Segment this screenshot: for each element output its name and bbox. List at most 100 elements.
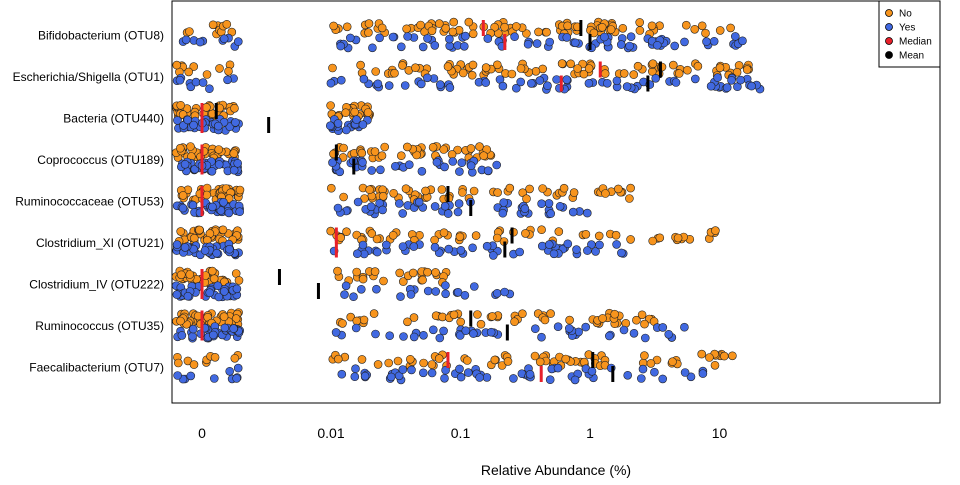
data-point: [178, 203, 188, 213]
data-point: [638, 364, 648, 374]
data-point: [559, 183, 569, 193]
data-point: [488, 251, 498, 260]
data-point: [222, 19, 232, 29]
data-point: [177, 270, 186, 280]
data-point: [421, 186, 430, 196]
data-point: [492, 60, 502, 70]
data-point: [629, 328, 639, 338]
data-point: [640, 351, 649, 360]
data-point: [553, 363, 563, 373]
data-point: [680, 37, 689, 47]
data-point: [326, 183, 336, 193]
data-point: [498, 208, 508, 218]
data-point: [351, 323, 361, 333]
data-point: [342, 22, 352, 32]
data-point: [210, 374, 219, 383]
data-point: [225, 244, 234, 254]
data-point: [390, 68, 399, 78]
x-tick-label: 1: [586, 425, 594, 441]
data-point: [404, 160, 414, 169]
data-point: [385, 331, 395, 341]
data-point: [394, 199, 404, 208]
data-point: [673, 233, 683, 243]
data-point: [709, 36, 719, 46]
data-point: [537, 332, 546, 342]
data-point: [186, 371, 196, 381]
data-point: [349, 292, 358, 302]
x-tick-label: 0: [198, 425, 206, 441]
data-point: [742, 65, 752, 74]
data-point: [441, 365, 450, 375]
data-point: [229, 324, 238, 333]
data-point: [336, 75, 346, 85]
data-point: [440, 373, 449, 383]
data-point: [381, 240, 391, 250]
data-point: [435, 333, 445, 343]
data-point: [430, 235, 439, 245]
data-point: [430, 202, 440, 211]
data-point: [365, 185, 374, 194]
data-point: [200, 246, 210, 255]
data-point: [176, 143, 185, 153]
data-point: [403, 317, 412, 327]
data-point: [479, 151, 489, 160]
data-point: [525, 184, 534, 194]
data-point: [510, 32, 519, 42]
data-point: [697, 21, 707, 31]
data-point: [595, 240, 604, 250]
legend: No Yes Median Mean: [878, 0, 941, 68]
data-point: [189, 120, 198, 130]
data-point: [471, 231, 481, 240]
data-point: [522, 194, 531, 203]
data-point: [233, 159, 242, 168]
data-point: [202, 190, 212, 200]
data-point: [537, 199, 546, 208]
data-point: [183, 115, 192, 125]
data-point: [181, 35, 191, 45]
data-point: [640, 319, 649, 329]
data-point: [367, 166, 377, 175]
data-point: [205, 84, 214, 93]
data-point: [198, 78, 208, 87]
data-point: [418, 275, 427, 285]
data-point: [612, 240, 621, 249]
data-point: [449, 310, 459, 320]
data-point: [388, 32, 398, 42]
data-point: [409, 242, 419, 251]
data-point: [544, 199, 554, 208]
data-point: [398, 365, 408, 374]
data-point: [543, 81, 552, 90]
data-point: [338, 319, 347, 328]
data-point: [342, 227, 351, 236]
data-point: [341, 281, 351, 291]
data-point: [396, 42, 406, 52]
data-point: [445, 83, 455, 92]
data-point: [398, 209, 408, 218]
data-point: [208, 202, 217, 212]
data-point: [587, 240, 596, 249]
data-point: [202, 103, 211, 112]
data-point: [747, 81, 756, 91]
data-point: [468, 60, 478, 70]
data-point: [235, 207, 244, 216]
data-point: [604, 331, 614, 341]
data-point: [439, 145, 449, 154]
data-point: [581, 230, 591, 239]
data-point: [350, 107, 360, 117]
data-point: [553, 322, 563, 332]
data-point: [416, 20, 425, 30]
data-point: [738, 36, 747, 46]
data-point: [440, 201, 450, 211]
data-point: [358, 274, 368, 284]
data-point: [352, 267, 362, 277]
data-point: [185, 270, 195, 279]
data-point: [189, 360, 199, 369]
data-point: [668, 357, 677, 367]
data-point: [209, 330, 218, 340]
data-point: [544, 240, 554, 249]
data-point: [386, 372, 396, 382]
data-point: [173, 116, 182, 125]
data-point: [683, 65, 692, 75]
data-point: [455, 364, 464, 374]
legend-label: Median: [899, 37, 932, 48]
